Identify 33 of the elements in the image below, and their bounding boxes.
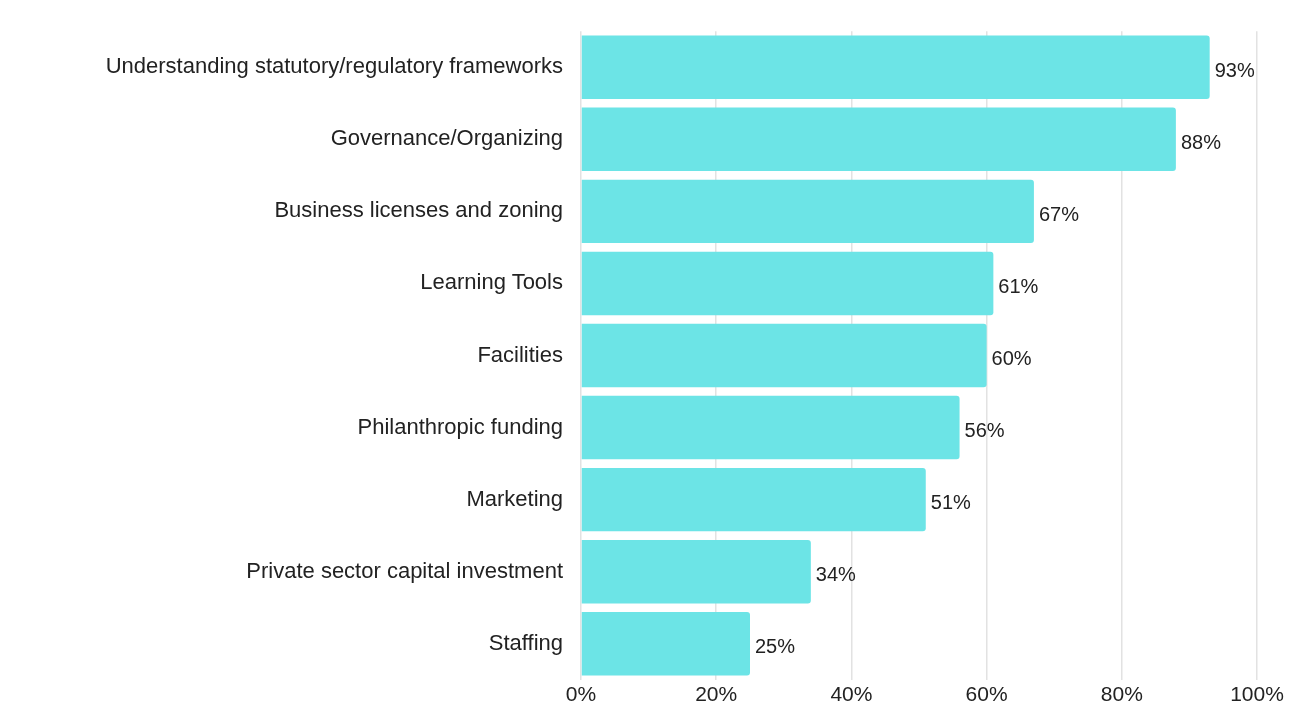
bar [581, 179, 1034, 244]
data-label: 88% [1180, 130, 1222, 153]
x-tick-label: 20% [695, 682, 738, 706]
bar [581, 107, 1176, 172]
y-tick-label: Understanding statutory/regulatory frameworks [105, 53, 563, 79]
x-tick-label: 80% [1100, 682, 1143, 706]
data-label: 25% [755, 635, 796, 658]
y-tick-label: Governance/Organizing [330, 125, 563, 151]
bar [581, 251, 994, 316]
y-tick-label: Marketing [466, 485, 563, 511]
y-tick-label: Learning Tools [420, 269, 563, 295]
x-tick-label: 40% [830, 682, 873, 706]
data-label: 56% [964, 419, 1005, 442]
y-tick-label: Private sector capital investment [246, 557, 563, 583]
bar [581, 539, 811, 604]
data-label: 67% [1038, 202, 1080, 225]
x-tick-label: 0% [565, 682, 597, 706]
bar [581, 323, 987, 388]
bar [581, 35, 1210, 99]
bar [581, 612, 750, 676]
x-tick-label: 60% [965, 682, 1008, 706]
data-label: 61% [998, 274, 1039, 297]
y-tick-label: Philanthropic funding [357, 413, 563, 439]
data-label: 60% [991, 347, 1032, 370]
y-tick-label: Staffing [488, 629, 563, 655]
data-label: 34% [815, 563, 857, 586]
bar [581, 467, 926, 532]
data-label: 93% [1214, 58, 1255, 81]
data-label: 51% [930, 491, 972, 514]
y-tick-label: Business licenses and zoning [274, 197, 563, 223]
bar [581, 395, 960, 460]
x-tick-label: 100% [1230, 682, 1284, 706]
y-tick-label: Facilities [477, 341, 563, 367]
